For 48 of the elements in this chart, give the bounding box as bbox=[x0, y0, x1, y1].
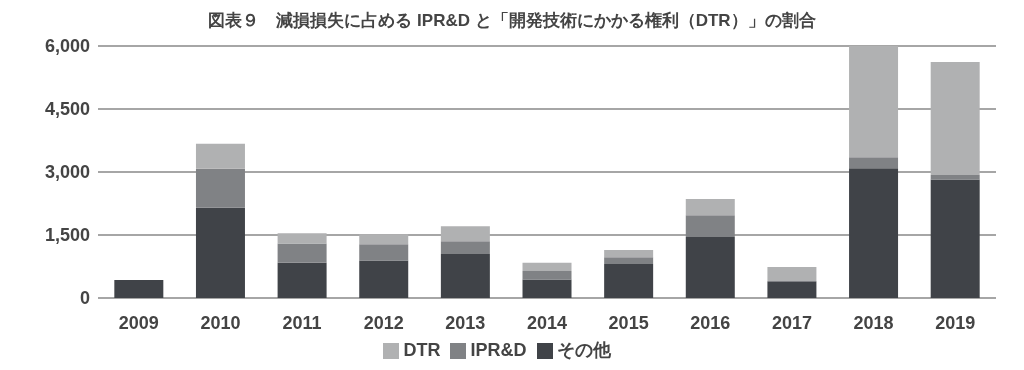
legend-label: IPR&D bbox=[470, 340, 527, 360]
y-tick-label: 4,500 bbox=[44, 99, 90, 120]
bar bbox=[930, 61, 980, 175]
legend-label: その他 bbox=[556, 340, 611, 360]
bar bbox=[522, 271, 572, 280]
bar bbox=[604, 257, 654, 264]
bar bbox=[440, 226, 490, 242]
legend-label: DTR bbox=[403, 340, 441, 360]
x-tick-label: 2010 bbox=[200, 312, 241, 333]
bar bbox=[849, 157, 899, 169]
bar bbox=[849, 46, 899, 158]
bar bbox=[359, 234, 409, 245]
bar bbox=[522, 262, 572, 272]
x-tick-label: 2016 bbox=[690, 312, 731, 333]
bar bbox=[195, 207, 245, 298]
bar bbox=[195, 143, 245, 169]
bar bbox=[359, 260, 409, 298]
bar bbox=[277, 243, 327, 263]
bar bbox=[604, 250, 654, 258]
bar bbox=[685, 198, 735, 216]
bar bbox=[930, 179, 980, 298]
y-tick-label: 3,000 bbox=[44, 162, 90, 183]
bar bbox=[849, 168, 899, 298]
bar bbox=[685, 237, 735, 298]
bar bbox=[604, 263, 654, 298]
y-tick-label: 6,000 bbox=[44, 36, 90, 57]
x-tick-label: 2011 bbox=[282, 312, 322, 333]
bar bbox=[522, 279, 572, 298]
bar bbox=[767, 281, 817, 298]
bar bbox=[277, 262, 327, 298]
bar bbox=[440, 241, 490, 254]
x-tick-label: 2018 bbox=[853, 312, 894, 333]
bar bbox=[114, 279, 164, 298]
bar bbox=[359, 244, 409, 261]
x-tick-label: 2014 bbox=[526, 312, 568, 333]
bar bbox=[930, 174, 980, 180]
x-tick-label: 2019 bbox=[935, 312, 976, 333]
y-tick-label: 1,500 bbox=[44, 225, 90, 246]
x-tick-label: 2009 bbox=[118, 312, 159, 333]
x-tick-label: 2017 bbox=[771, 312, 812, 333]
x-tick-label: 2015 bbox=[608, 312, 649, 333]
bar bbox=[440, 253, 490, 298]
bar bbox=[767, 266, 817, 282]
chart-title: 図表９ 減損損失に占める IPR&D と「開発技術にかかる権利（DTR）」の割合 bbox=[207, 10, 817, 32]
x-tick-label: 2013 bbox=[445, 312, 486, 333]
x-tick-label: 2012 bbox=[363, 312, 404, 333]
y-tick-label: 0 bbox=[79, 288, 90, 309]
bar bbox=[277, 233, 327, 244]
